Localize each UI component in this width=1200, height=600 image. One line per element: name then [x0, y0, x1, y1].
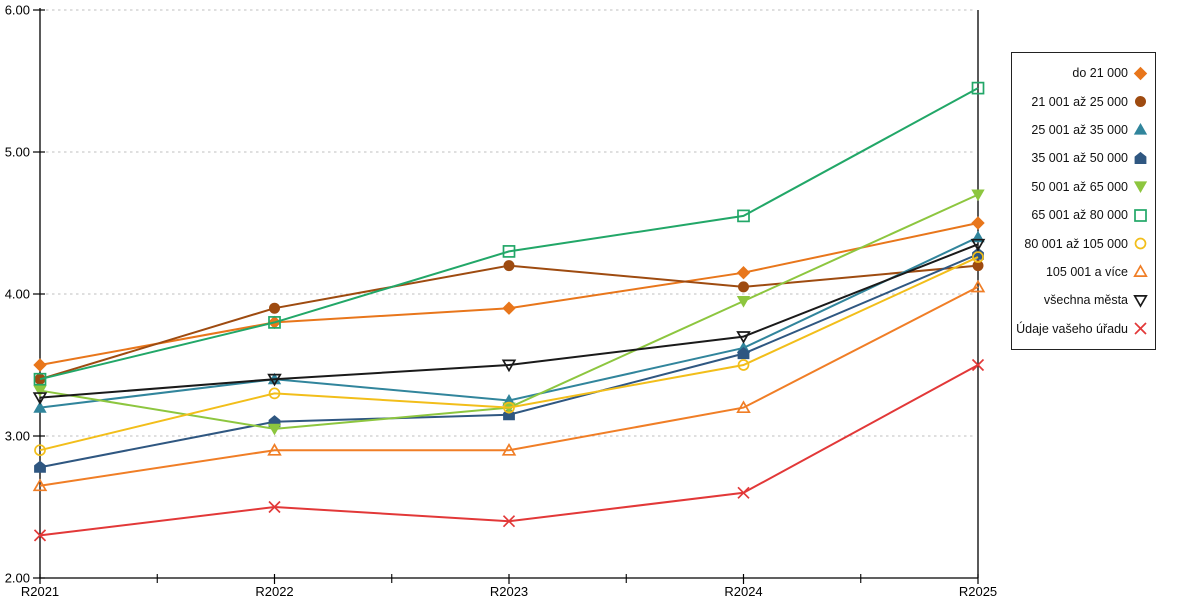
y-tick-label: 3.00 [5, 429, 30, 444]
data-point-35-001-a-50-000-R2025 [972, 247, 984, 260]
data-point-105-001-a-v-ce-R2022 [267, 442, 282, 456]
x-tick-label: R2024 [724, 584, 762, 599]
y-tick-label: 5.00 [5, 145, 30, 160]
legend-marker-triangle-up-icon [1133, 123, 1148, 136]
legend-marker-triangle-down-icon [1133, 294, 1148, 308]
series-105-001-a-v-ce [32, 279, 986, 492]
data-point-80-001-a-105-000-R2024 [737, 359, 750, 371]
legend-item-21-001-a-25-000: 21 001 až 25 000 [1015, 94, 1148, 109]
data-point-v-echna-m-sta-R2021 [32, 392, 48, 405]
legend-marker-circle-icon [1135, 96, 1146, 108]
legend-item-35-001-a-50-000: 35 001 až 50 000 [1015, 151, 1148, 166]
data-point-50-001-a-65-000-R2021 [33, 385, 47, 398]
data-point-v-echna-m-sta-R2023 [501, 359, 517, 373]
legend-marker-square-icon [1134, 208, 1147, 222]
data-point-21-001-a-25-000-R2023 [503, 260, 515, 272]
data-point-daje-va-eho-adu-R2024 [737, 486, 750, 499]
legend-label: 65 001 až 80 000 [1031, 208, 1128, 223]
data-point-daje-va-eho-adu-R2023 [502, 515, 516, 528]
data-point-v-echna-m-sta-R2022 [267, 373, 282, 387]
data-point-do-21-000-R2021 [33, 358, 47, 372]
data-point-80-001-a-105-000-R2023 [503, 401, 515, 414]
data-point-105-001-a-v-ce-R2025 [970, 279, 986, 293]
data-point-v-echna-m-sta-R2024 [736, 331, 751, 344]
data-point-50-001-a-65-000-R2024 [736, 296, 751, 308]
data-point-105-001-a-v-ce-R2023 [501, 442, 517, 456]
data-point-do-21-000-R2025 [971, 216, 985, 230]
data-point-25-001-a-35-000-R2021 [33, 401, 47, 413]
legend-label: 80 001 až 105 000 [1024, 236, 1128, 251]
data-point-do-21-000-R2023 [502, 301, 516, 315]
legend-marker-triangle-up-icon [1133, 264, 1148, 278]
legend-item-65-001-a-80-000: 65 001 až 80 000 [1015, 208, 1148, 223]
data-point-80-001-a-105-000-R2021 [34, 444, 46, 457]
data-point-65-001-a-80-000-R2025 [971, 81, 985, 95]
data-point-v-echna-m-sta-R2025 [970, 238, 986, 252]
y-tick-label: 4.00 [5, 287, 30, 302]
data-point-80-001-a-105-000-R2025 [972, 251, 984, 263]
legend-label: 50 001 až 65 000 [1031, 179, 1128, 194]
legend-item-v-echna-m-sta: všechna města [1015, 293, 1148, 308]
legend-label: 105 001 a více [1045, 264, 1128, 279]
y-tick-label: 6.00 [5, 3, 30, 18]
series-line [39, 256, 979, 452]
data-point-50-001-a-65-000-R2025 [971, 189, 985, 202]
legend-label: do 21 000 [1072, 66, 1128, 81]
data-point-daje-va-eho-adu-R2022 [268, 500, 281, 514]
legend-marker-triangle-down-icon [1133, 181, 1148, 194]
data-point-35-001-a-50-000-R2021 [34, 460, 46, 473]
series-do-21-000 [33, 216, 985, 372]
x-tick-label: R2025 [959, 584, 997, 599]
data-point-105-001-a-v-ce-R2024 [736, 400, 751, 414]
legend-label: Údaje vašeho úřadu [1016, 321, 1128, 336]
series-line [39, 243, 979, 399]
data-point-65-001-a-80-000-R2021 [33, 372, 47, 386]
series-21-001-a-25-000 [34, 260, 984, 385]
x-tick-label: R2021 [21, 584, 59, 599]
y-tick-label: 2.00 [5, 571, 30, 586]
legend-label: 21 001 až 25 000 [1031, 94, 1128, 109]
x-tick-label: R2022 [255, 584, 293, 599]
data-point-65-001-a-80-000-R2023 [502, 245, 516, 258]
series-line [39, 286, 979, 487]
data-point-65-001-a-80-000-R2022 [268, 316, 281, 329]
legend-label: všechna města [1043, 293, 1128, 308]
legend-item-daje-va-eho-adu: Údaje vašeho úřadu [1015, 321, 1148, 336]
data-point-80-001-a-105-000-R2022 [268, 387, 281, 400]
series-65-001-a-80-000 [33, 81, 985, 386]
x-tick-label: R2023 [490, 584, 528, 599]
data-point-21-001-a-25-000-R2022 [269, 302, 280, 314]
series-v-echna-m-sta [32, 238, 986, 405]
series-80-001-a-105-000 [34, 251, 984, 457]
legend-item-105-001-a-v-ce: 105 001 a více [1015, 264, 1148, 279]
legend-marker-x-icon [1134, 322, 1147, 335]
data-point-105-001-a-v-ce-R2021 [32, 478, 48, 492]
legend-marker-circle-icon [1134, 237, 1147, 250]
data-point-50-001-a-65-000-R2022 [267, 423, 282, 436]
chart-legend: do 21 000 21 001 až 25 000 25 001 až 35 00… [1011, 52, 1156, 350]
legend-label: 25 001 až 35 000 [1031, 122, 1128, 137]
legend-item-25-001-a-35-000: 25 001 až 35 000 [1015, 122, 1148, 137]
legend-marker-diamond-icon [1133, 66, 1148, 80]
data-point-35-001-a-50-000-R2024 [737, 346, 750, 360]
series-line [39, 87, 979, 381]
series-25-001-a-35-000 [33, 230, 985, 413]
data-point-21-001-a-25-000-R2024 [738, 281, 749, 293]
data-point-65-001-a-80-000-R2024 [737, 209, 750, 223]
legend-item-80-001-a-105-000: 80 001 až 105 000 [1015, 236, 1148, 251]
data-point-21-001-a-25-000-R2025 [972, 260, 984, 272]
legend-item-50-001-a-65-000: 50 001 až 65 000 [1015, 179, 1148, 194]
data-point-daje-va-eho-adu-R2021 [33, 529, 47, 542]
series-daje-va-eho-adu [33, 358, 985, 542]
data-point-daje-va-eho-adu-R2025 [971, 358, 985, 372]
legend-marker-pentagon-icon [1134, 151, 1147, 164]
data-point-do-21-000-R2024 [736, 265, 751, 280]
legend-label: 35 001 až 50 000 [1031, 151, 1128, 166]
legend-item-do-21-000: do 21 000 [1015, 66, 1148, 81]
